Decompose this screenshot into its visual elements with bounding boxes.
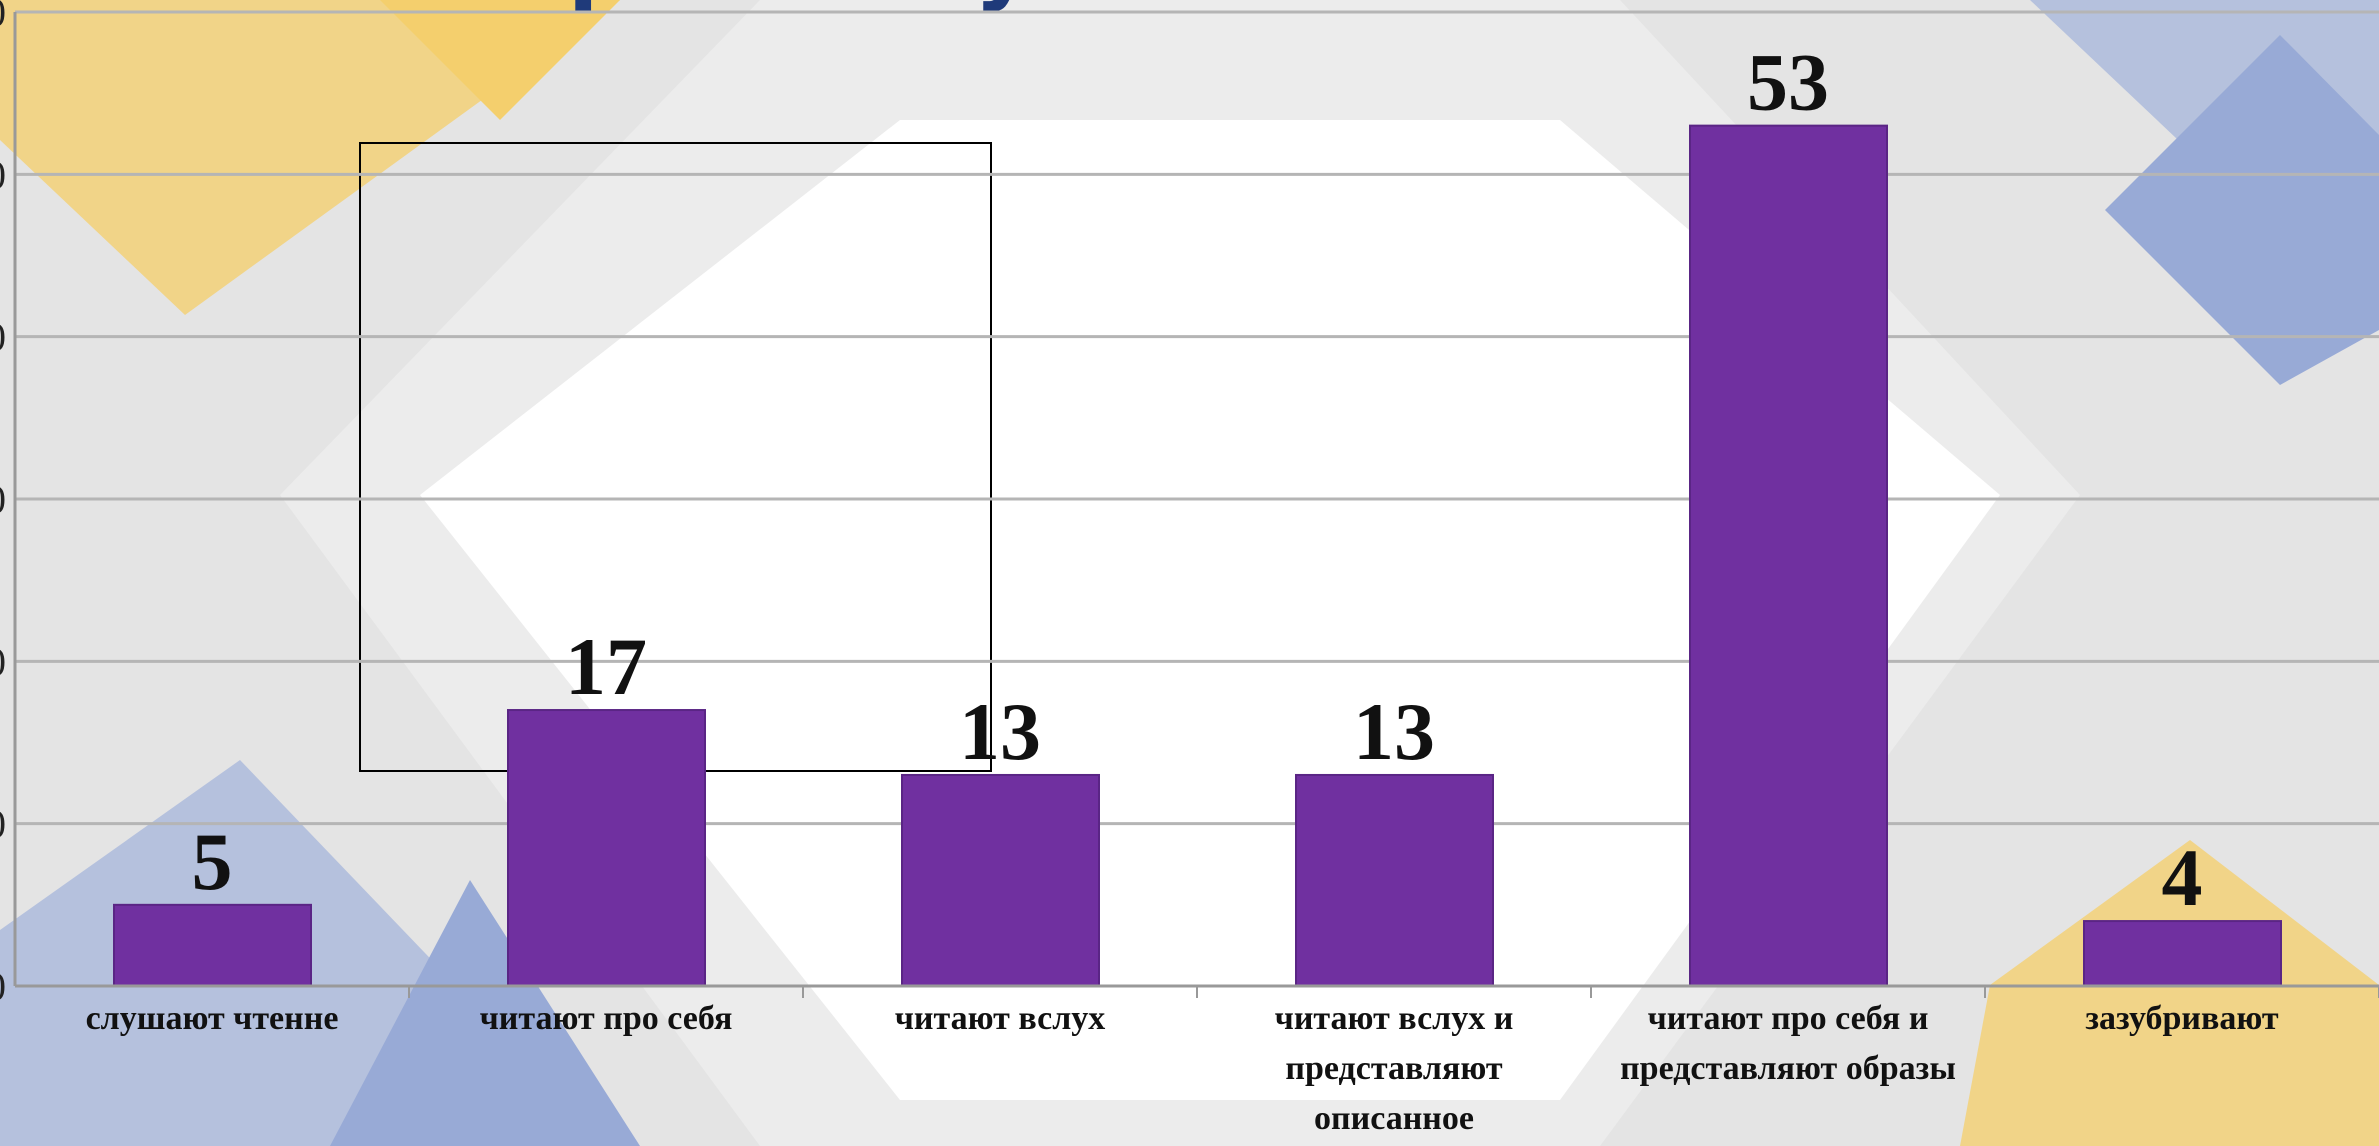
data-label: 53 <box>1747 37 1829 128</box>
x-tick-label: читают про себя <box>479 1000 733 1037</box>
bar <box>507 709 706 987</box>
x-tick-label: читают вслух и представляют описанное <box>1274 1000 1514 1137</box>
y-tick-label: 40 <box>0 315 6 360</box>
bar <box>901 773 1100 988</box>
y-tick-label: 50 <box>0 152 6 197</box>
data-label: 5 <box>192 816 233 907</box>
bar <box>1295 773 1494 988</box>
bar <box>2083 920 2282 987</box>
x-tick-label: читают вслух <box>894 1000 1106 1037</box>
bar <box>1689 124 1888 987</box>
bar <box>113 903 312 987</box>
x-tick-label: читают про себя и представляют образы <box>1620 1000 1956 1087</box>
data-label: 4 <box>2162 832 2203 923</box>
x-tick-label: зазубривают <box>2085 1000 2279 1037</box>
data-label: 13 <box>959 686 1041 777</box>
y-tick-label: 0 <box>0 964 6 1009</box>
y-tick-label: 30 <box>0 477 6 522</box>
x-tick-label: слушают чтенне <box>85 1000 339 1037</box>
y-tick-label: 60 <box>0 0 6 35</box>
data-label: 17 <box>565 621 647 712</box>
y-tick-label: 10 <box>0 802 6 847</box>
data-label: 13 <box>1353 686 1435 777</box>
y-tick-label: 20 <box>0 639 6 684</box>
